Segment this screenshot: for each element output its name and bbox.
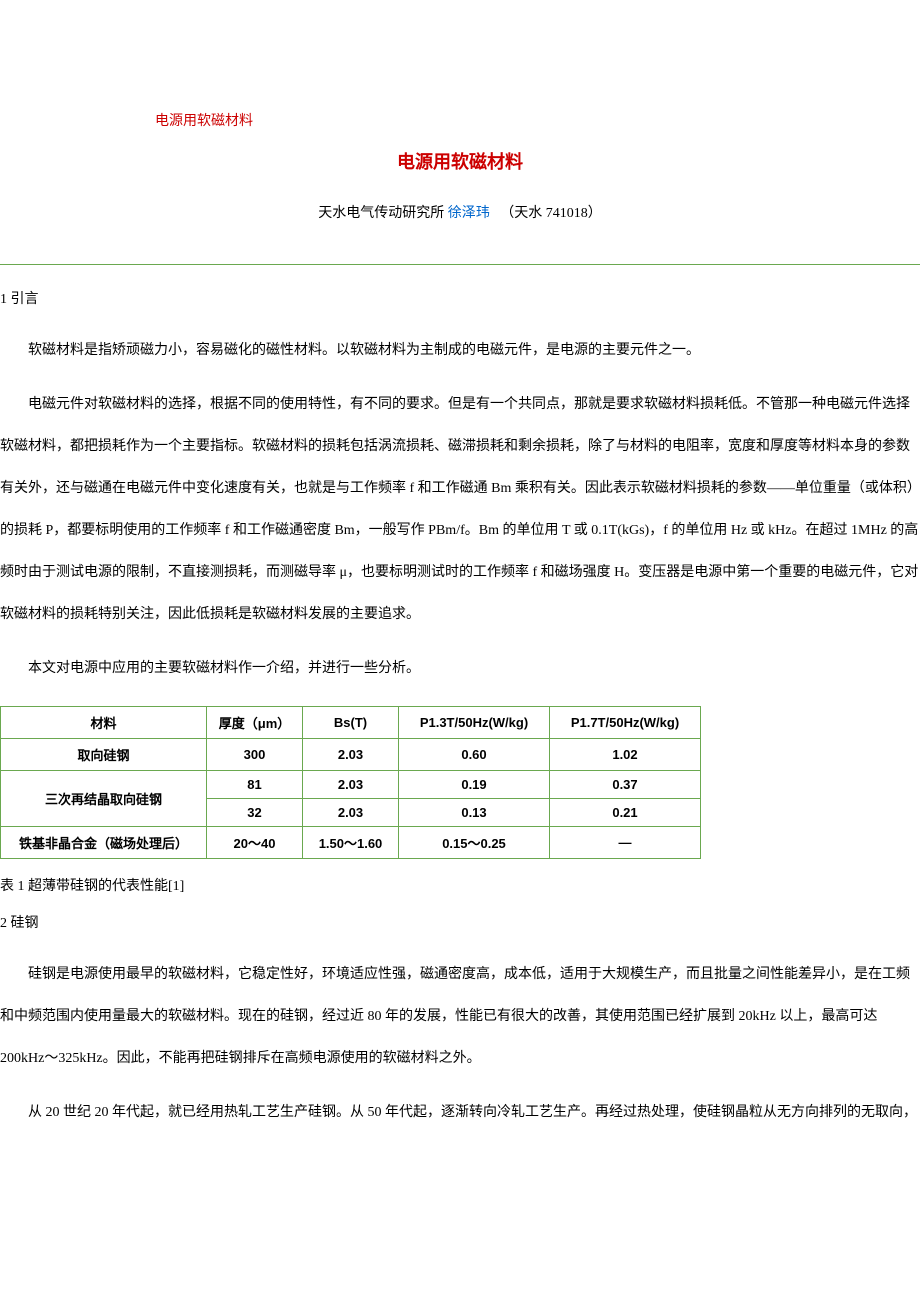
section-1-head: 1 引言 [0, 277, 920, 324]
cell: 81 [207, 770, 303, 798]
divider [0, 264, 920, 265]
paragraph: 从 20 世纪 20 年代起，就已经用热轧工艺生产硅钢。从 50 年代起，逐渐转… [0, 1086, 920, 1140]
table-row: 三次再结晶取向硅钢 81 2.03 0.19 0.37 [1, 770, 701, 798]
paragraph: 硅钢是电源使用最早的软磁材料，它稳定性好，环境适应性强，磁通密度高，成本低，适用… [0, 948, 920, 1086]
cell: 20～40 [207, 826, 303, 858]
cell: 三次再结晶取向硅钢 [1, 770, 207, 826]
page-title: 电源用软磁材料 [0, 130, 920, 202]
paragraph: 电磁元件对软磁材料的选择，根据不同的使用特性，有不同的要求。但是有一个共同点，那… [0, 378, 920, 642]
cell: 0.37 [550, 770, 701, 798]
col-p13: P1.3T/50Hz(W/kg) [399, 706, 550, 738]
cell: 铁基非晶合金（磁场处理后） [1, 826, 207, 858]
col-bs: Bs(T) [303, 706, 399, 738]
table-header-row: 材料 厚度（μm） Bs(T) P1.3T/50Hz(W/kg) P1.7T/5… [1, 706, 701, 738]
table-body: 取向硅钢 300 2.03 0.60 1.02 三次再结晶取向硅钢 81 2.0… [1, 738, 701, 858]
table-1: 材料 厚度（μm） Bs(T) P1.3T/50Hz(W/kg) P1.7T/5… [0, 706, 701, 859]
cell: 32 [207, 798, 303, 826]
paragraph: 本文对电源中应用的主要软磁材料作一介绍，并进行一些分析。 [0, 642, 920, 696]
cell: 0.13 [399, 798, 550, 826]
paragraph: 软磁材料是指矫顽磁力小，容易磁化的磁性材料。以软磁材料为主制成的电磁元件，是电源… [0, 324, 920, 378]
col-p17: P1.7T/50Hz(W/kg) [550, 706, 701, 738]
breadcrumb: 电源用软磁材料 [0, 0, 920, 130]
col-thickness: 厚度（μm） [207, 706, 303, 738]
cell: 0.60 [399, 738, 550, 770]
table-row: 铁基非晶合金（磁场处理后） 20～40 1.50～1.60 0.15～0.25 … [1, 826, 701, 858]
breadcrumb-link[interactable]: 电源用软磁材料 [155, 114, 253, 129]
byline: 天水电气传动研究所 徐泽玮 （天水 741018） [0, 202, 920, 240]
byline-author[interactable]: 徐泽玮 [448, 206, 490, 221]
cell: 0.15～0.25 [399, 826, 550, 858]
cell: 1.50～1.60 [303, 826, 399, 858]
byline-tail: （天水 741018） [493, 206, 602, 221]
cell: 300 [207, 738, 303, 770]
cell: 取向硅钢 [1, 738, 207, 770]
col-material: 材料 [1, 706, 207, 738]
cell: 0.19 [399, 770, 550, 798]
table-row: 取向硅钢 300 2.03 0.60 1.02 [1, 738, 701, 770]
cell: 0.21 [550, 798, 701, 826]
cell: 2.03 [303, 798, 399, 826]
cell: 2.03 [303, 738, 399, 770]
cell: 1.02 [550, 738, 701, 770]
section-2-head: 2 硅钢 [0, 901, 920, 948]
cell: — [550, 826, 701, 858]
byline-institute: 天水电气传动研究所 [318, 206, 448, 221]
cell: 2.03 [303, 770, 399, 798]
table-1-caption: 表 1 超薄带硅钢的代表性能[1] [0, 865, 920, 901]
